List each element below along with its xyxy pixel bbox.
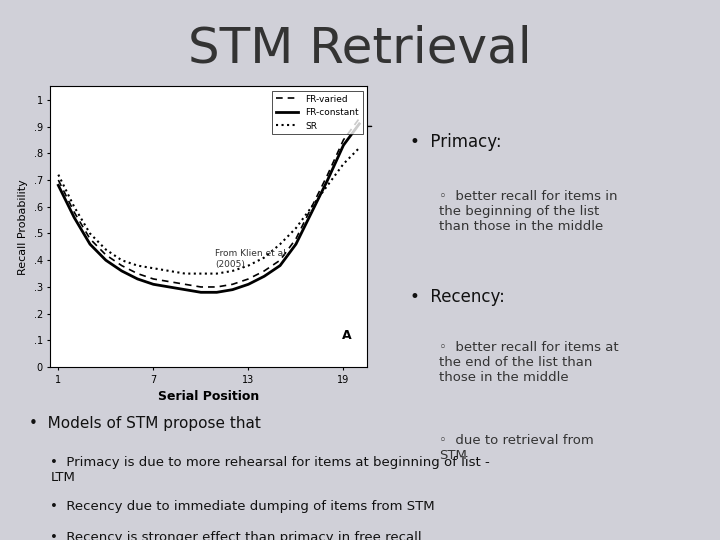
Text: ◦  better recall for items in
the beginning of the list
than those in the middle: ◦ better recall for items in the beginni… [439,190,618,233]
Text: A: A [342,329,351,342]
Text: ◦  due to retrieval from
STM: ◦ due to retrieval from STM [439,434,594,462]
Text: ◦  better recall for items at
the end of the list than
those in the middle: ◦ better recall for items at the end of … [439,341,618,384]
Legend: FR-varied, FR-constant, SR: FR-varied, FR-constant, SR [272,91,363,134]
Text: •  Recency is stronger effect than primacy in free recall: • Recency is stronger effect than primac… [50,531,422,540]
Text: •  Models of STM propose that: • Models of STM propose that [29,416,261,431]
Text: •  Recency due to immediate dumping of items from STM: • Recency due to immediate dumping of it… [50,500,435,513]
Y-axis label: Recall Probability: Recall Probability [18,179,28,275]
Text: From Klien et al.
(2005): From Klien et al. (2005) [215,249,289,269]
Text: •  Primacy:: • Primacy: [410,133,502,151]
Text: •  Primacy is due to more rehearsal for items at beginning of list -
LTM: • Primacy is due to more rehearsal for i… [50,456,490,484]
Text: •  Recency:: • Recency: [410,288,505,306]
Text: STM Retrieval: STM Retrieval [188,25,532,72]
X-axis label: Serial Position: Serial Position [158,390,259,403]
Text: Free recall Curve vs. serial recall: Free recall Curve vs. serial recall [50,128,345,146]
